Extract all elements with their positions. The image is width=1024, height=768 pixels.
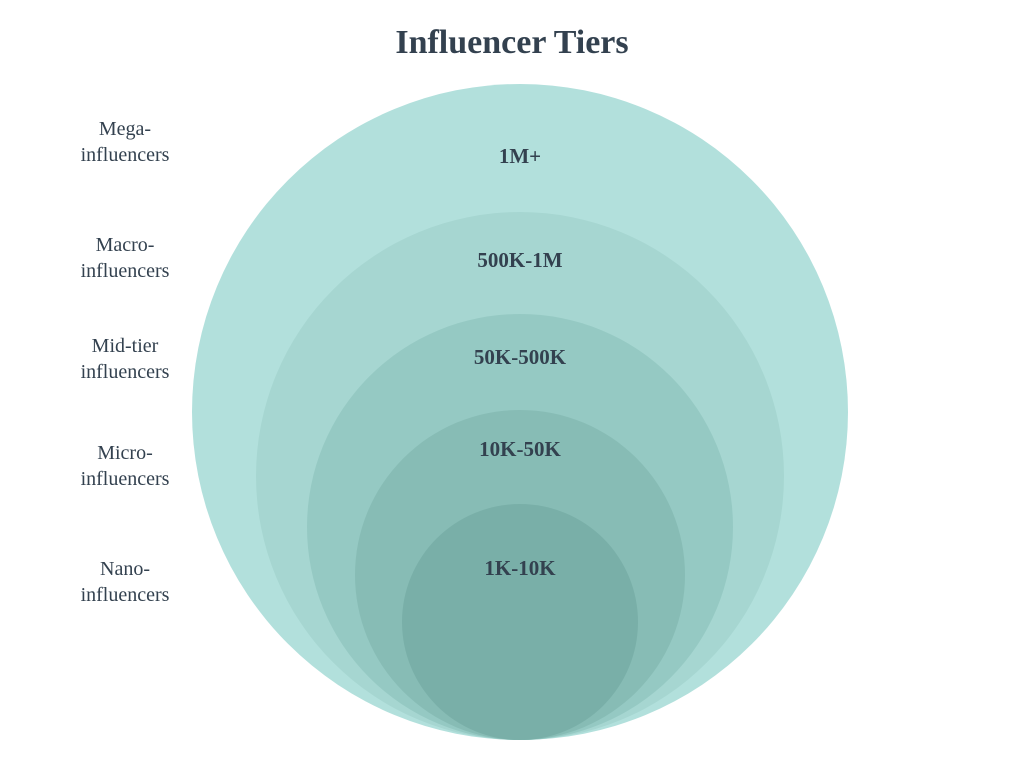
tier-value-3: 10K-50K — [400, 437, 640, 462]
tier-label-3: Micro-influencers — [55, 440, 195, 492]
tier-value-1: 500K-1M — [400, 248, 640, 273]
tier-value-0: 1M+ — [400, 144, 640, 169]
tier-label-0: Mega-influencers — [55, 116, 195, 168]
tier-label-2: Mid-tierinfluencers — [55, 333, 195, 385]
tier-label-4: Nano-influencers — [55, 556, 195, 608]
tier-value-2: 50K-500K — [400, 345, 640, 370]
chart-title: Influencer Tiers — [0, 24, 1024, 62]
tier-label-1: Macro-influencers — [55, 232, 195, 284]
tier-value-4: 1K-10K — [400, 556, 640, 581]
tier-circle-4 — [402, 504, 638, 740]
